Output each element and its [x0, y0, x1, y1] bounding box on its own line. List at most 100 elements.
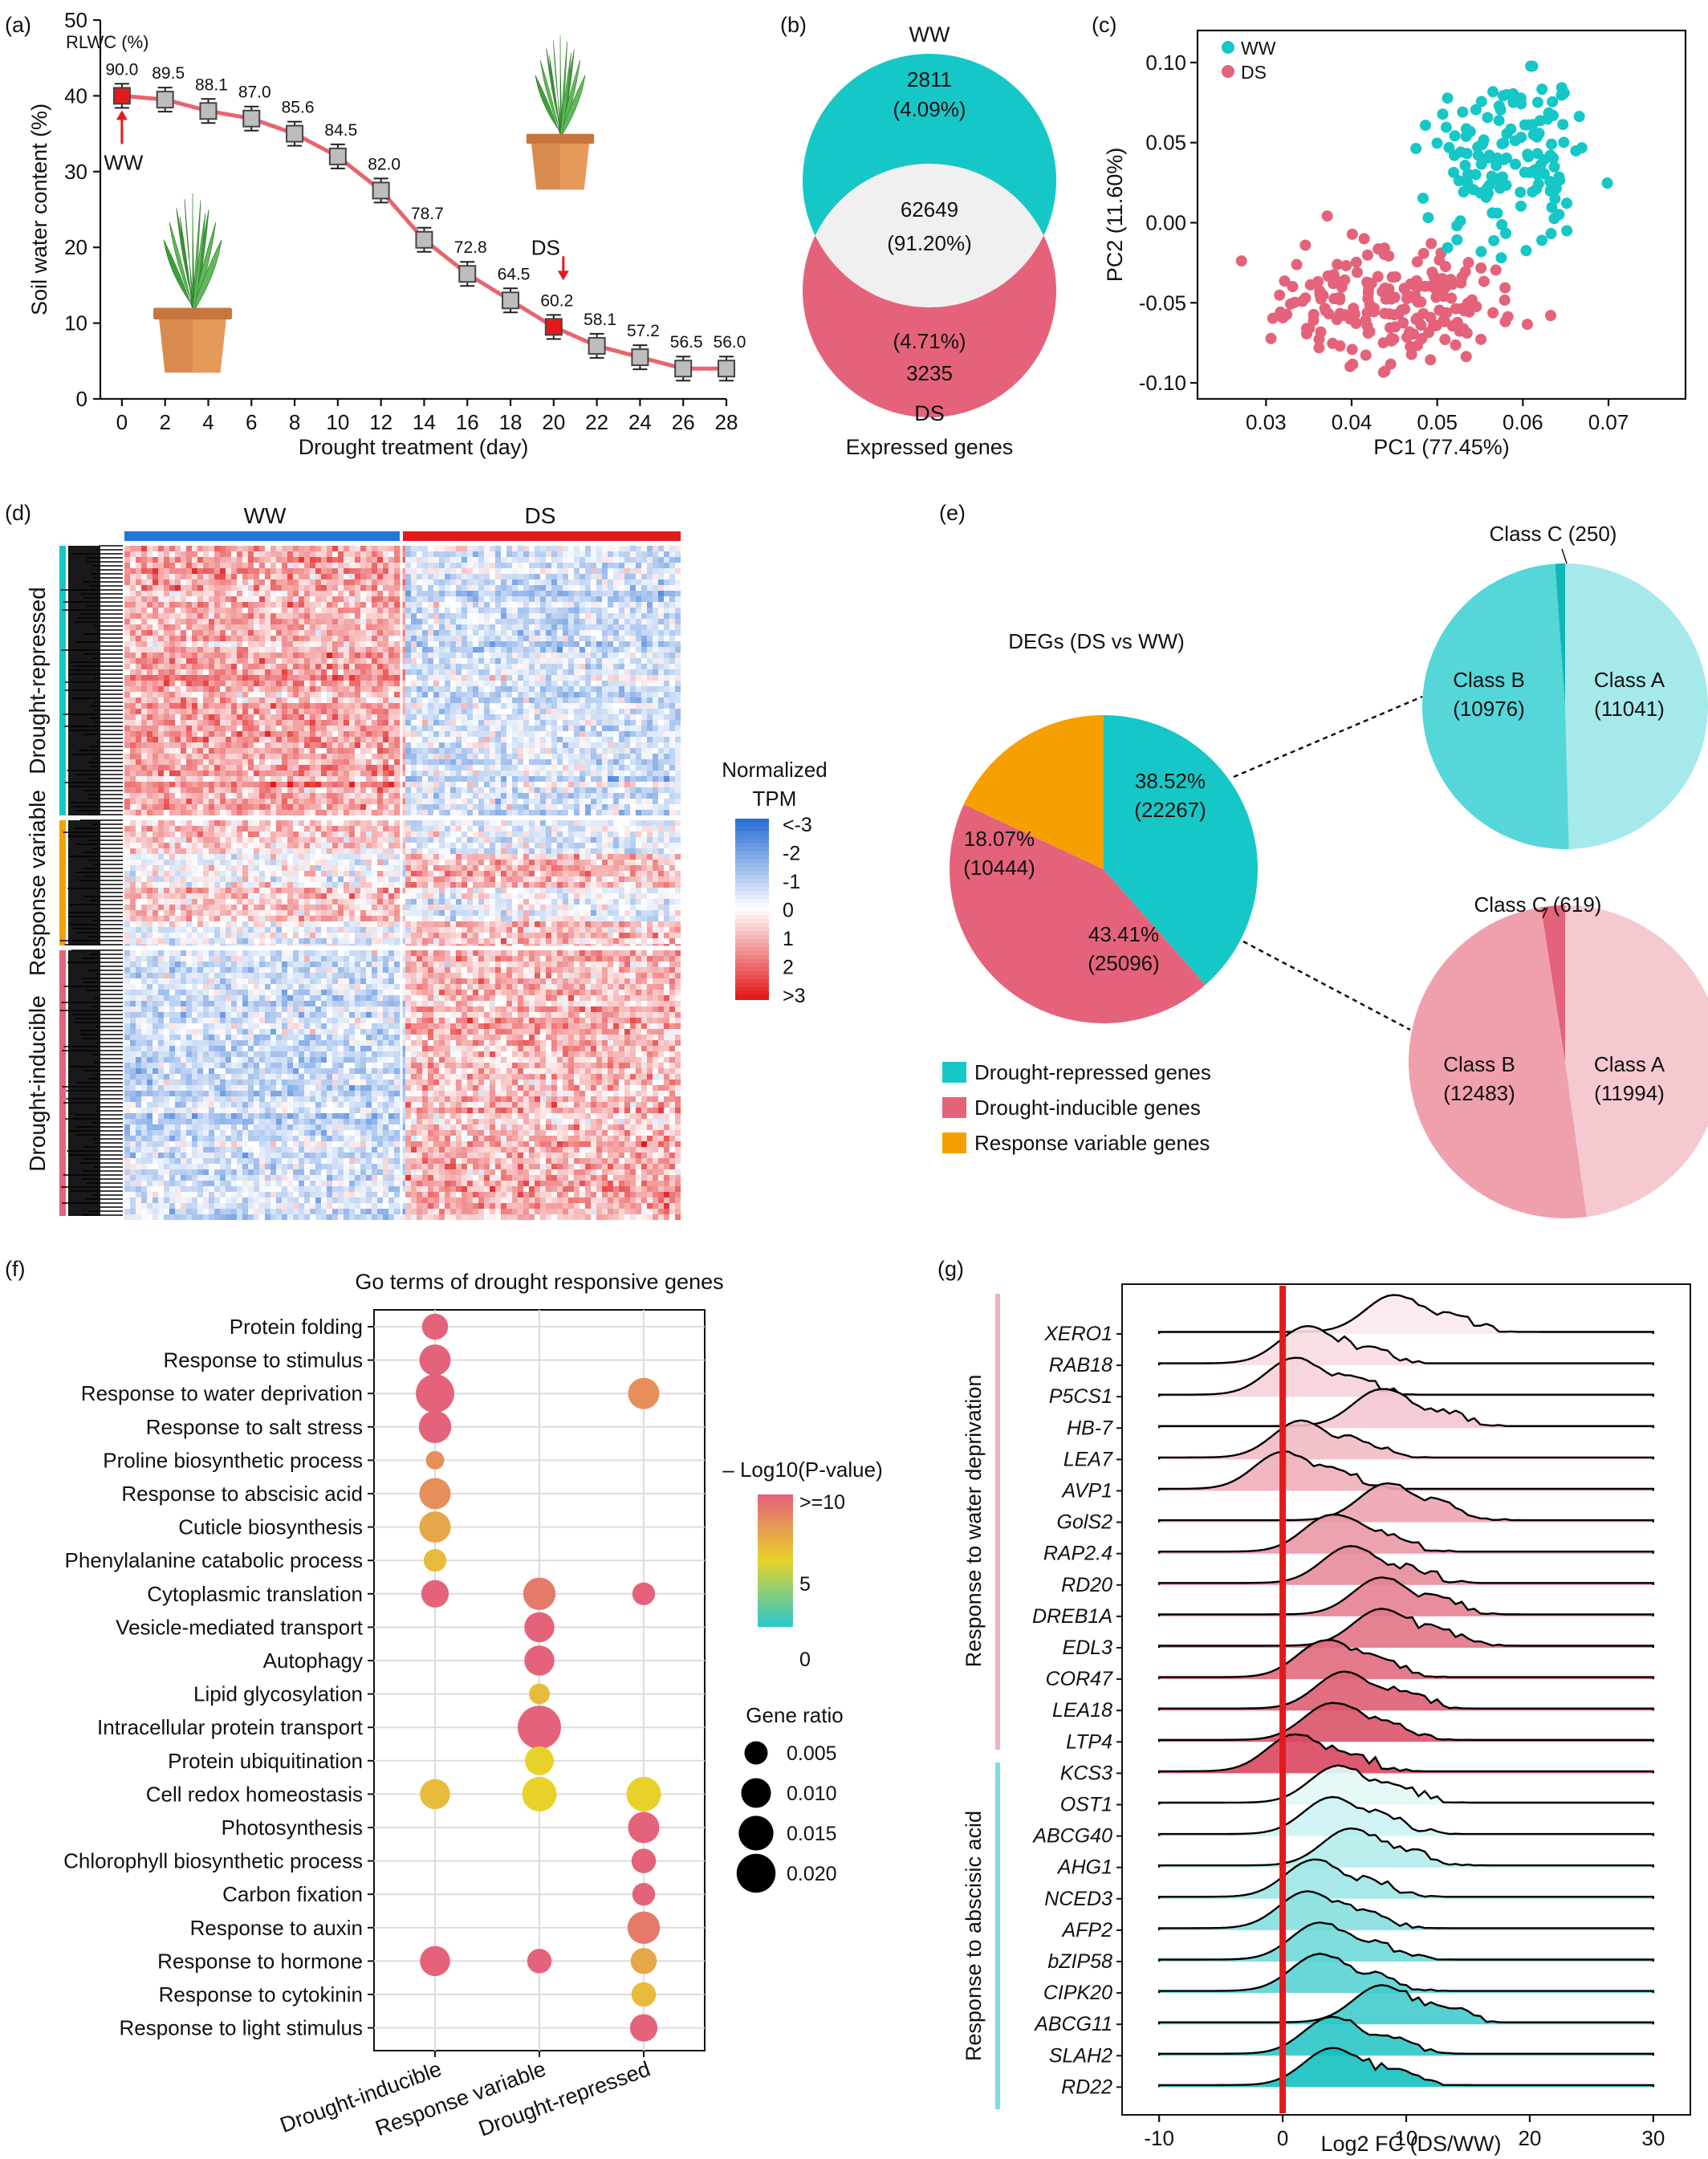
heatmap-cell: [658, 697, 664, 703]
heatmap-cell: [557, 608, 563, 613]
heatmap-cell: [259, 653, 265, 658]
heatmap-cell: [360, 765, 366, 770]
heatmap-cell: [141, 608, 147, 613]
heatmap-cell: [428, 765, 433, 770]
pca-point: [1523, 151, 1535, 163]
heatmap-cell: [523, 636, 529, 641]
heatmap-cell: [501, 742, 506, 748]
heatmap-cell: [658, 770, 664, 776]
heatmap-cell: [209, 624, 214, 630]
heatmap-cell: [321, 692, 327, 697]
heatmap-cell: [310, 709, 315, 714]
heatmap-cell: [332, 608, 338, 613]
heatmap-cell: [501, 720, 506, 726]
heatmap-cell: [152, 602, 158, 608]
heatmap-cell: [136, 579, 141, 585]
heatmap-cell: [293, 787, 299, 793]
heatmap-cell: [259, 669, 265, 675]
heatmap-cell: [344, 608, 349, 613]
heatmap-cell: [585, 579, 591, 585]
heatmap-cell: [518, 675, 523, 681]
heatmap-cell: [130, 754, 136, 759]
heatmap-cell: [490, 647, 495, 653]
heatmap-cell: [506, 737, 512, 742]
heatmap-cell: [237, 624, 242, 630]
heatmap-cell: [506, 647, 512, 653]
heatmap-cell: [197, 585, 203, 591]
heatmap-cell: [226, 669, 231, 675]
heatmap-cell: [197, 692, 203, 697]
heatmap-cell: [270, 726, 276, 731]
heatmap-cell: [394, 613, 400, 619]
heatmap-cell: [338, 579, 344, 585]
heatmap-cell: [523, 546, 529, 551]
y-tick-label: 0.00: [1145, 210, 1186, 234]
heatmap-cell: [237, 748, 242, 754]
heatmap-cell: [192, 641, 197, 647]
heatmap-cell: [501, 692, 506, 697]
heatmap-cell: [242, 551, 248, 557]
heatmap-cell: [540, 579, 546, 585]
heatmap-cell: [580, 709, 585, 714]
heatmap-cell: [428, 669, 433, 675]
heatmap-cell: [226, 787, 231, 793]
heatmap-cell: [529, 759, 535, 765]
heatmap-cell: [417, 574, 422, 579]
plant-leaf: [163, 239, 196, 310]
heatmap-cell: [506, 630, 512, 636]
heatmap-cell: [175, 641, 181, 647]
heatmap-cell: [164, 669, 169, 675]
heatmap-cell: [506, 709, 512, 714]
heatmap-cell: [360, 776, 366, 782]
rlwc-value-label: 85.6: [282, 99, 315, 117]
heatmap-cell: [141, 647, 147, 653]
heatmap-cell: [355, 759, 360, 765]
heatmap-cell: [518, 787, 523, 793]
heatmap-cell: [506, 568, 512, 574]
heatmap-cell: [181, 681, 186, 686]
heatmap-cell: [332, 546, 338, 551]
heatmap-cell: [394, 568, 400, 574]
heatmap-cell: [658, 759, 664, 765]
heatmap-cell: [282, 619, 287, 624]
heatmap-cell: [287, 759, 293, 765]
heatmap-cell: [377, 579, 383, 585]
heatmap-cell: [669, 653, 675, 658]
heatmap-cell: [417, 765, 422, 770]
heatmap-cell: [506, 557, 512, 563]
heatmap-cell: [506, 697, 512, 703]
heatmap-cell: [248, 703, 254, 709]
heatmap-cell: [355, 669, 360, 675]
heatmap-cell: [192, 782, 197, 787]
heatmap-cell: [619, 630, 624, 636]
heatmap-cell: [259, 613, 265, 619]
heatmap-cell: [518, 737, 523, 742]
heatmap-cell: [641, 692, 647, 697]
heatmap-cell: [248, 624, 254, 630]
heatmap-cell: [580, 563, 585, 568]
heatmap-cell: [669, 658, 675, 664]
heatmap-cell: [276, 731, 282, 737]
heatmap-cell: [596, 585, 602, 591]
heatmap-cell: [242, 574, 248, 579]
heatmap-cell: [490, 574, 495, 579]
heatmap-cell: [675, 714, 681, 720]
heatmap-cell: [287, 765, 293, 770]
pca-point: [1449, 130, 1461, 142]
heatmap-cell: [282, 630, 287, 636]
pca-point: [1561, 225, 1573, 237]
heatmap-cell: [675, 686, 681, 692]
heatmap-cell: [518, 647, 523, 653]
heatmap-cell: [344, 754, 349, 759]
heatmap-cell: [349, 703, 355, 709]
heatmap-cell: [327, 709, 332, 714]
heatmap-cell: [433, 563, 439, 568]
heatmap-cell: [624, 697, 630, 703]
heatmap-cell: [518, 624, 523, 630]
heatmap-cell: [563, 619, 568, 624]
heatmap-cell: [484, 563, 490, 568]
heatmap-cell: [675, 731, 681, 737]
heatmap-cell: [641, 754, 647, 759]
heatmap-cell: [248, 647, 254, 653]
heatmap-cell: [563, 686, 568, 692]
